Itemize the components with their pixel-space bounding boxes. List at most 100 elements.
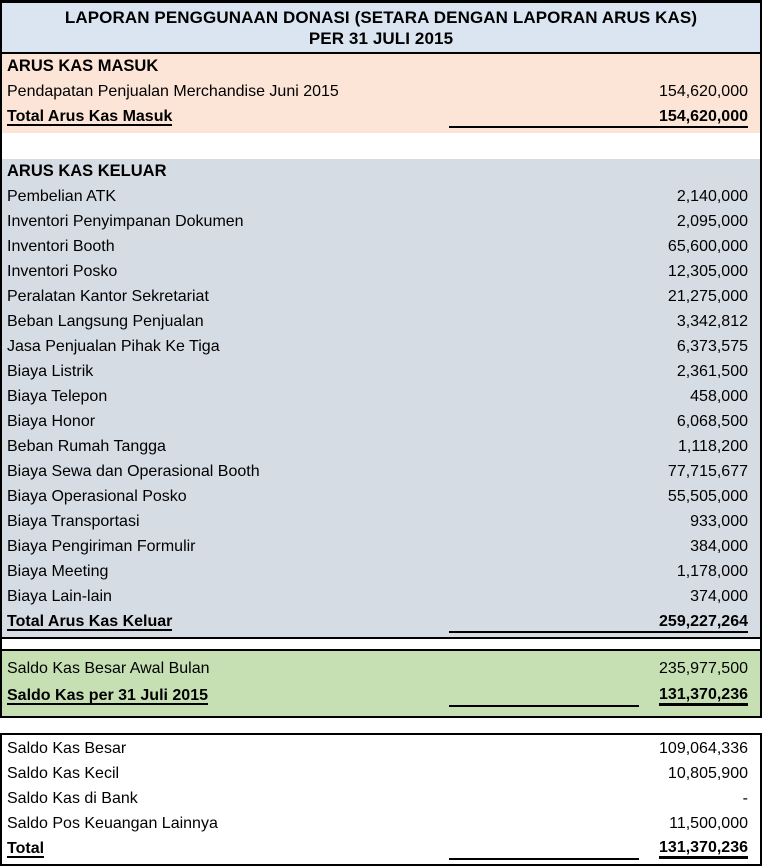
total-value: 154,620,000 bbox=[659, 108, 748, 125]
total-label: Total Arus Kas Masuk bbox=[7, 108, 173, 126]
table-row: Inventori Booth 65,600,000 bbox=[2, 234, 760, 259]
table-row: Saldo Pos Keuangan Lainnya 11,500,000 bbox=[2, 811, 760, 836]
row-label: Pendapatan Penjualan Merchandise Juni 20… bbox=[7, 83, 339, 100]
row-label: Inventori Penyimpanan Dokumen bbox=[7, 213, 244, 230]
balance-section: Saldo Kas Besar Awal Bulan 235,977,500 Sa… bbox=[2, 649, 760, 716]
row-value: 6,373,575 bbox=[676, 338, 748, 355]
row-label: Jasa Penjualan Pihak Ke Tiga bbox=[7, 338, 220, 355]
row-value: 10,805,900 bbox=[667, 765, 748, 782]
total-rule bbox=[449, 631, 748, 633]
table-row: Biaya Operasional Posko 55,505,000 bbox=[2, 484, 760, 509]
table-row: Beban Rumah Tangga 1,118,200 bbox=[2, 434, 760, 459]
table-row: Biaya Pengiriman Formulir 384,000 bbox=[2, 534, 760, 559]
cash-inflow-total-row: Total Arus Kas Masuk 154,620,000 bbox=[2, 104, 760, 129]
table-row: Biaya Sewa dan Operasional Booth 77,715,6… bbox=[2, 459, 760, 484]
row-value: 77,715,677 bbox=[667, 463, 748, 480]
row-label: Beban Rumah Tangga bbox=[7, 438, 166, 455]
table-row: Jasa Penjualan Pihak Ke Tiga 6,373,575 bbox=[2, 334, 760, 359]
row-label: Saldo Kas Besar Awal Bulan bbox=[7, 660, 210, 677]
table-row: Biaya Meeting 1,178,000 bbox=[2, 559, 760, 584]
row-value: 235,977,500 bbox=[659, 660, 748, 677]
balance-rows: Saldo Kas Besar Awal Bulan 235,977,500 bbox=[2, 656, 760, 682]
table-row: Pembelian ATK 2,140,000 bbox=[2, 184, 760, 209]
row-label: Biaya Transportasi bbox=[7, 513, 140, 530]
cash-outflow-rows: Pembelian ATK 2,140,000 Inventori Penyimpa… bbox=[2, 184, 760, 609]
report-title-box: LAPORAN PENGGUNAAN DONASI (SETARA DENGAN… bbox=[2, 3, 760, 54]
cash-inflow-rows: Pendapatan Penjualan Merchandise Juni 20… bbox=[2, 79, 760, 104]
row-label: Saldo Kas di Bank bbox=[7, 790, 138, 807]
row-label: Biaya Pengiriman Formulir bbox=[7, 538, 196, 555]
cash-outflow-header-row: ARUS KAS KELUAR bbox=[2, 159, 760, 184]
row-value: 21,275,000 bbox=[667, 288, 748, 305]
cash-detail-total-row: Total 131,370,236 bbox=[2, 836, 760, 861]
row-label: Peralatan Kantor Sekretariat bbox=[7, 288, 209, 305]
row-value: 458,000 bbox=[690, 388, 748, 405]
section-header: ARUS KAS KELUAR bbox=[7, 162, 167, 180]
table-row: Biaya Transportasi 933,000 bbox=[2, 509, 760, 534]
table-row: Biaya Listrik 2,361,500 bbox=[2, 359, 760, 384]
total-rule bbox=[449, 126, 748, 128]
table-row: Inventori Penyimpanan Dokumen 2,095,000 bbox=[2, 209, 760, 234]
row-label: Saldo Kas Besar bbox=[7, 740, 127, 757]
row-label: Biaya Honor bbox=[7, 413, 96, 430]
row-value: 1,178,000 bbox=[676, 563, 748, 580]
cash-outflow-section: ARUS KAS KELUAR Pembelian ATK 2,140,000 In… bbox=[2, 159, 760, 639]
total-value: 131,370,236 bbox=[659, 838, 748, 859]
row-label: Biaya Meeting bbox=[7, 563, 109, 580]
row-value: 6,068,500 bbox=[676, 413, 748, 430]
row-label: Inventori Posko bbox=[7, 263, 118, 280]
table-row: Inventori Posko 12,305,000 bbox=[2, 259, 760, 284]
row-value: 3,342,812 bbox=[676, 313, 748, 330]
table-row: Saldo Kas Besar 109,064,336 bbox=[2, 736, 760, 761]
row-value: 2,095,000 bbox=[676, 213, 748, 230]
table-row: Biaya Honor 6,068,500 bbox=[2, 409, 760, 434]
total-rule bbox=[449, 705, 639, 707]
section-gap bbox=[2, 133, 760, 159]
total-label: Total Arus Kas Keluar bbox=[7, 613, 173, 631]
table-row: Peralatan Kantor Sekretariat 21,275,000 bbox=[2, 284, 760, 309]
table-row: Saldo Kas Kecil 10,805,900 bbox=[2, 761, 760, 786]
row-label: Pembelian ATK bbox=[7, 188, 117, 205]
table-row: Saldo Kas di Bank - bbox=[2, 786, 760, 811]
row-value: 12,305,000 bbox=[667, 263, 748, 280]
row-label: Inventori Booth bbox=[7, 238, 115, 255]
cash-detail-box: Saldo Kas Besar 109,064,336 Saldo Kas Keci… bbox=[0, 733, 762, 866]
row-value: 384,000 bbox=[690, 538, 748, 555]
row-label: Biaya Listrik bbox=[7, 363, 94, 380]
total-value: 131,370,236 bbox=[659, 685, 748, 706]
table-row: Biaya Telepon 458,000 bbox=[2, 384, 760, 409]
row-value: - bbox=[742, 790, 748, 807]
total-value: 259,227,264 bbox=[659, 613, 748, 630]
cash-inflow-section: ARUS KAS MASUK Pendapatan Penjualan Merc… bbox=[2, 54, 760, 133]
row-label: Biaya Operasional Posko bbox=[7, 488, 187, 505]
section-header: ARUS KAS MASUK bbox=[7, 57, 159, 75]
table-row: Pendapatan Penjualan Merchandise Juni 20… bbox=[2, 79, 760, 104]
row-value: 1,118,200 bbox=[678, 438, 748, 455]
cash-outflow-total-row: Total Arus Kas Keluar 259,227,264 bbox=[2, 609, 760, 634]
row-label: Biaya Sewa dan Operasional Booth bbox=[7, 463, 260, 480]
cash-flow-statement-box: LAPORAN PENGGUNAAN DONASI (SETARA DENGAN… bbox=[0, 0, 762, 718]
box-gap bbox=[0, 718, 762, 733]
table-row: Beban Langsung Penjualan 3,342,812 bbox=[2, 309, 760, 334]
row-value: 374,000 bbox=[690, 588, 748, 605]
section-gap bbox=[2, 639, 760, 649]
row-value: 11,500,000 bbox=[669, 815, 748, 832]
row-label: Beban Langsung Penjualan bbox=[7, 313, 204, 330]
row-label: Biaya Lain-lain bbox=[7, 588, 112, 605]
total-label: Total bbox=[7, 840, 45, 858]
row-value: 109,064,336 bbox=[659, 740, 748, 757]
cash-inflow-header-row: ARUS KAS MASUK bbox=[2, 54, 760, 79]
row-value: 65,600,000 bbox=[667, 238, 748, 255]
row-value: 55,505,000 bbox=[667, 488, 748, 505]
cash-detail-rows: Saldo Kas Besar 109,064,336 Saldo Kas Keci… bbox=[2, 736, 760, 836]
balance-total-row: Saldo Kas per 31 Juli 2015 131,370,236 bbox=[2, 682, 760, 708]
row-label: Saldo Kas Kecil bbox=[7, 765, 120, 782]
row-value: 154,620,000 bbox=[659, 83, 748, 100]
row-value: 933,000 bbox=[690, 513, 748, 530]
table-row: Saldo Kas Besar Awal Bulan 235,977,500 bbox=[2, 656, 760, 682]
row-label: Biaya Telepon bbox=[7, 388, 108, 405]
row-value: 2,361,500 bbox=[676, 363, 748, 380]
row-label: Saldo Pos Keuangan Lainnya bbox=[7, 815, 218, 832]
row-value: 2,140,000 bbox=[676, 188, 748, 205]
